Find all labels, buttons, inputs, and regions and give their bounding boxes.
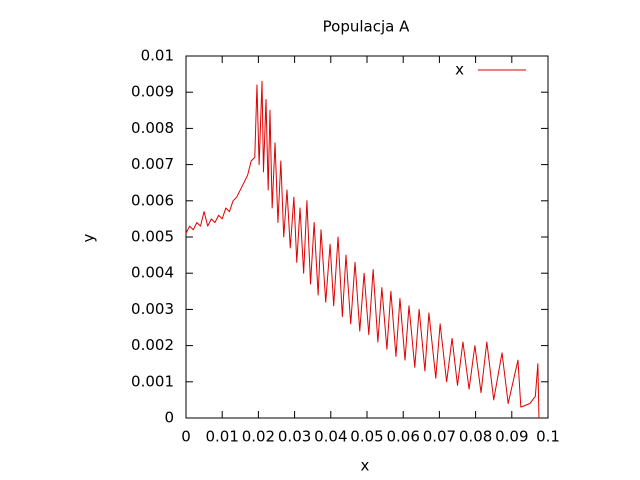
y-tick-label: 0 [164,409,174,427]
y-tick-label: 0.009 [131,83,174,101]
x-tick-label: 0.02 [242,428,275,446]
y-tick-label: 0.008 [131,119,174,137]
chart-title: Populacja A [323,18,410,36]
y-tick-label: 0.007 [131,155,174,173]
y-tick-label: 0.006 [131,191,174,209]
x-tick-label: 0.06 [386,428,419,446]
x-tick-label: 0.05 [350,428,383,446]
y-tick-label: 0.003 [131,300,174,318]
plot-frame [185,55,549,419]
data-line [185,80,540,419]
x-axis-label: x [361,457,370,475]
x-tick-label: 0.07 [423,428,456,446]
y-tick-label: 0.004 [131,264,174,282]
x-tick-label: 0.09 [495,428,528,446]
y-tick-label: 0.001 [131,372,174,390]
x-tick-label: 0.1 [536,428,560,446]
x-tick-label: 0 [181,428,191,446]
legend-label: x [455,61,464,79]
y-axis-label: y [80,233,98,242]
x-tick-label: 0.01 [205,428,238,446]
y-tick-label: 0.005 [131,228,174,246]
y-tick-label: 0.002 [131,336,174,354]
y-tick-label: 0.01 [141,47,174,65]
x-tick-label: 0.03 [278,428,311,446]
x-tick-label: 0.08 [459,428,492,446]
x-tick-label: 0.04 [314,428,347,446]
